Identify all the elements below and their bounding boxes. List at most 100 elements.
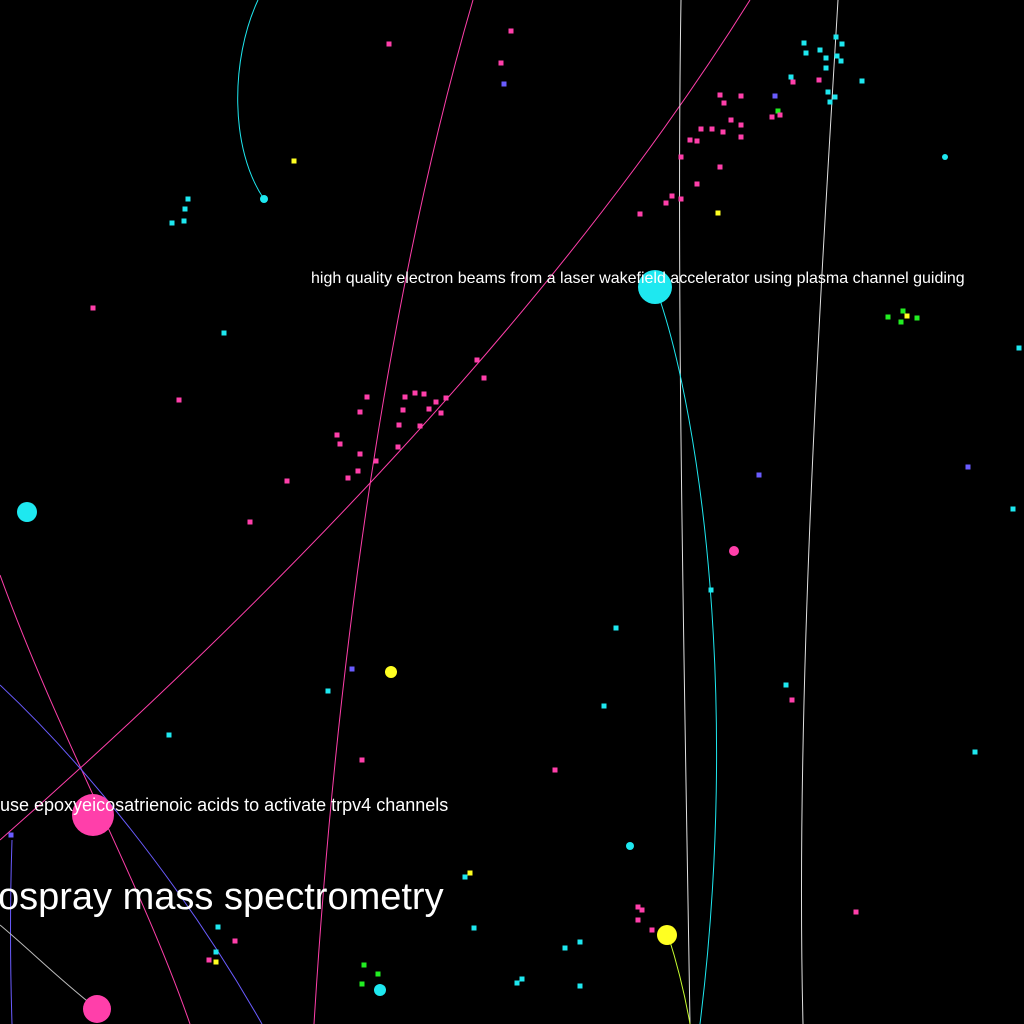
graph-node-small[interactable] xyxy=(412,390,418,396)
graph-node-small[interactable] xyxy=(375,971,381,977)
graph-node-small[interactable] xyxy=(708,587,714,593)
graph-node-small[interactable] xyxy=(1010,506,1016,512)
graph-node-small[interactable] xyxy=(221,330,227,336)
graph-node-small[interactable] xyxy=(247,519,253,525)
graph-node-small[interactable] xyxy=(823,65,829,71)
graph-node-small[interactable] xyxy=(213,959,219,965)
graph-node-small[interactable] xyxy=(433,399,439,405)
node-cyan-bottom[interactable] xyxy=(374,984,386,996)
graph-node-small[interactable] xyxy=(577,939,583,945)
graph-node-small[interactable] xyxy=(613,625,619,631)
graph-node-small[interactable] xyxy=(801,40,807,46)
graph-node-small[interactable] xyxy=(1016,345,1022,351)
graph-node-small[interactable] xyxy=(827,99,833,105)
node-yellow-bottom[interactable] xyxy=(657,925,677,945)
graph-node-small[interactable] xyxy=(669,193,675,199)
graph-node-small[interactable] xyxy=(386,41,392,47)
graph-node-small[interactable] xyxy=(717,164,723,170)
graph-node-small[interactable] xyxy=(467,870,473,876)
graph-node-small[interactable] xyxy=(663,200,669,206)
node-cyan-arc-end[interactable] xyxy=(260,195,268,203)
graph-node-small[interactable] xyxy=(215,924,221,930)
graph-node-small[interactable] xyxy=(462,874,468,880)
graph-node-small[interactable] xyxy=(291,158,297,164)
graph-node-small[interactable] xyxy=(775,108,781,114)
graph-node-small[interactable] xyxy=(738,93,744,99)
graph-node-small[interactable] xyxy=(721,100,727,106)
graph-node-small[interactable] xyxy=(514,980,520,986)
graph-node-small[interactable] xyxy=(357,451,363,457)
graph-node-small[interactable] xyxy=(443,395,449,401)
graph-node-small[interactable] xyxy=(501,81,507,87)
graph-node-small[interactable] xyxy=(8,832,14,838)
graph-node-small[interactable] xyxy=(181,218,187,224)
graph-node-small[interactable] xyxy=(637,211,643,217)
graph-node-small[interactable] xyxy=(519,976,525,982)
graph-node-small[interactable] xyxy=(694,181,700,187)
graph-node-small[interactable] xyxy=(853,909,859,915)
graph-node-small[interactable] xyxy=(965,464,971,470)
graph-node-small[interactable] xyxy=(474,357,480,363)
graph-node-small[interactable] xyxy=(720,129,726,135)
node-cyan-left[interactable] xyxy=(17,502,37,522)
graph-node-small[interactable] xyxy=(334,432,340,438)
graph-node-small[interactable] xyxy=(421,391,427,397)
graph-node-small[interactable] xyxy=(601,703,607,709)
graph-node-small[interactable] xyxy=(900,308,906,314)
graph-node-small[interactable] xyxy=(914,315,920,321)
graph-node-small[interactable] xyxy=(182,206,188,212)
graph-node-small[interactable] xyxy=(359,981,365,987)
graph-node-small[interactable] xyxy=(789,697,795,703)
node-trpv4[interactable] xyxy=(72,794,114,836)
graph-node-small[interactable] xyxy=(357,409,363,415)
graph-node-small[interactable] xyxy=(687,137,693,143)
node-cyan-right[interactable] xyxy=(942,154,948,160)
graph-node-small[interactable] xyxy=(562,945,568,951)
graph-node-small[interactable] xyxy=(834,53,840,59)
graph-node-small[interactable] xyxy=(777,112,783,118)
graph-node-small[interactable] xyxy=(898,319,904,325)
graph-node-small[interactable] xyxy=(325,688,331,694)
graph-node-small[interactable] xyxy=(349,666,355,672)
graph-node-small[interactable] xyxy=(176,397,182,403)
graph-node-small[interactable] xyxy=(709,126,715,132)
graph-node-small[interactable] xyxy=(833,34,839,40)
graph-node-small[interactable] xyxy=(361,962,367,968)
graph-node-small[interactable] xyxy=(213,949,219,955)
graph-node-small[interactable] xyxy=(639,907,645,913)
graph-node-small[interactable] xyxy=(823,55,829,61)
graph-node-small[interactable] xyxy=(717,92,723,98)
graph-node-small[interactable] xyxy=(738,134,744,140)
graph-node-small[interactable] xyxy=(838,58,844,64)
graph-node-small[interactable] xyxy=(471,925,477,931)
graph-node-small[interactable] xyxy=(438,410,444,416)
graph-node-small[interactable] xyxy=(649,927,655,933)
node-pink-bottom[interactable] xyxy=(83,995,111,1023)
graph-node-small[interactable] xyxy=(577,983,583,989)
graph-node-small[interactable] xyxy=(715,210,721,216)
graph-node-small[interactable] xyxy=(90,305,96,311)
graph-node-small[interactable] xyxy=(635,904,641,910)
node-laser-wakefield[interactable] xyxy=(638,270,672,304)
graph-node-small[interactable] xyxy=(698,126,704,132)
graph-node-small[interactable] xyxy=(206,957,212,963)
graph-node-small[interactable] xyxy=(400,407,406,413)
graph-node-small[interactable] xyxy=(364,394,370,400)
graph-node-small[interactable] xyxy=(635,917,641,923)
graph-node-small[interactable] xyxy=(756,472,762,478)
node-yellow-mid[interactable] xyxy=(385,666,397,678)
graph-node-small[interactable] xyxy=(417,423,423,429)
graph-node-small[interactable] xyxy=(832,94,838,100)
graph-node-small[interactable] xyxy=(859,78,865,84)
graph-node-small[interactable] xyxy=(772,93,778,99)
graph-node-small[interactable] xyxy=(885,314,891,320)
graph-node-small[interactable] xyxy=(426,406,432,412)
graph-node-small[interactable] xyxy=(839,41,845,47)
graph-node-small[interactable] xyxy=(498,60,504,66)
graph-node-small[interactable] xyxy=(803,50,809,56)
graph-node-small[interactable] xyxy=(678,154,684,160)
graph-node-small[interactable] xyxy=(337,441,343,447)
graph-node-small[interactable] xyxy=(284,478,290,484)
graph-node-small[interactable] xyxy=(169,220,175,226)
